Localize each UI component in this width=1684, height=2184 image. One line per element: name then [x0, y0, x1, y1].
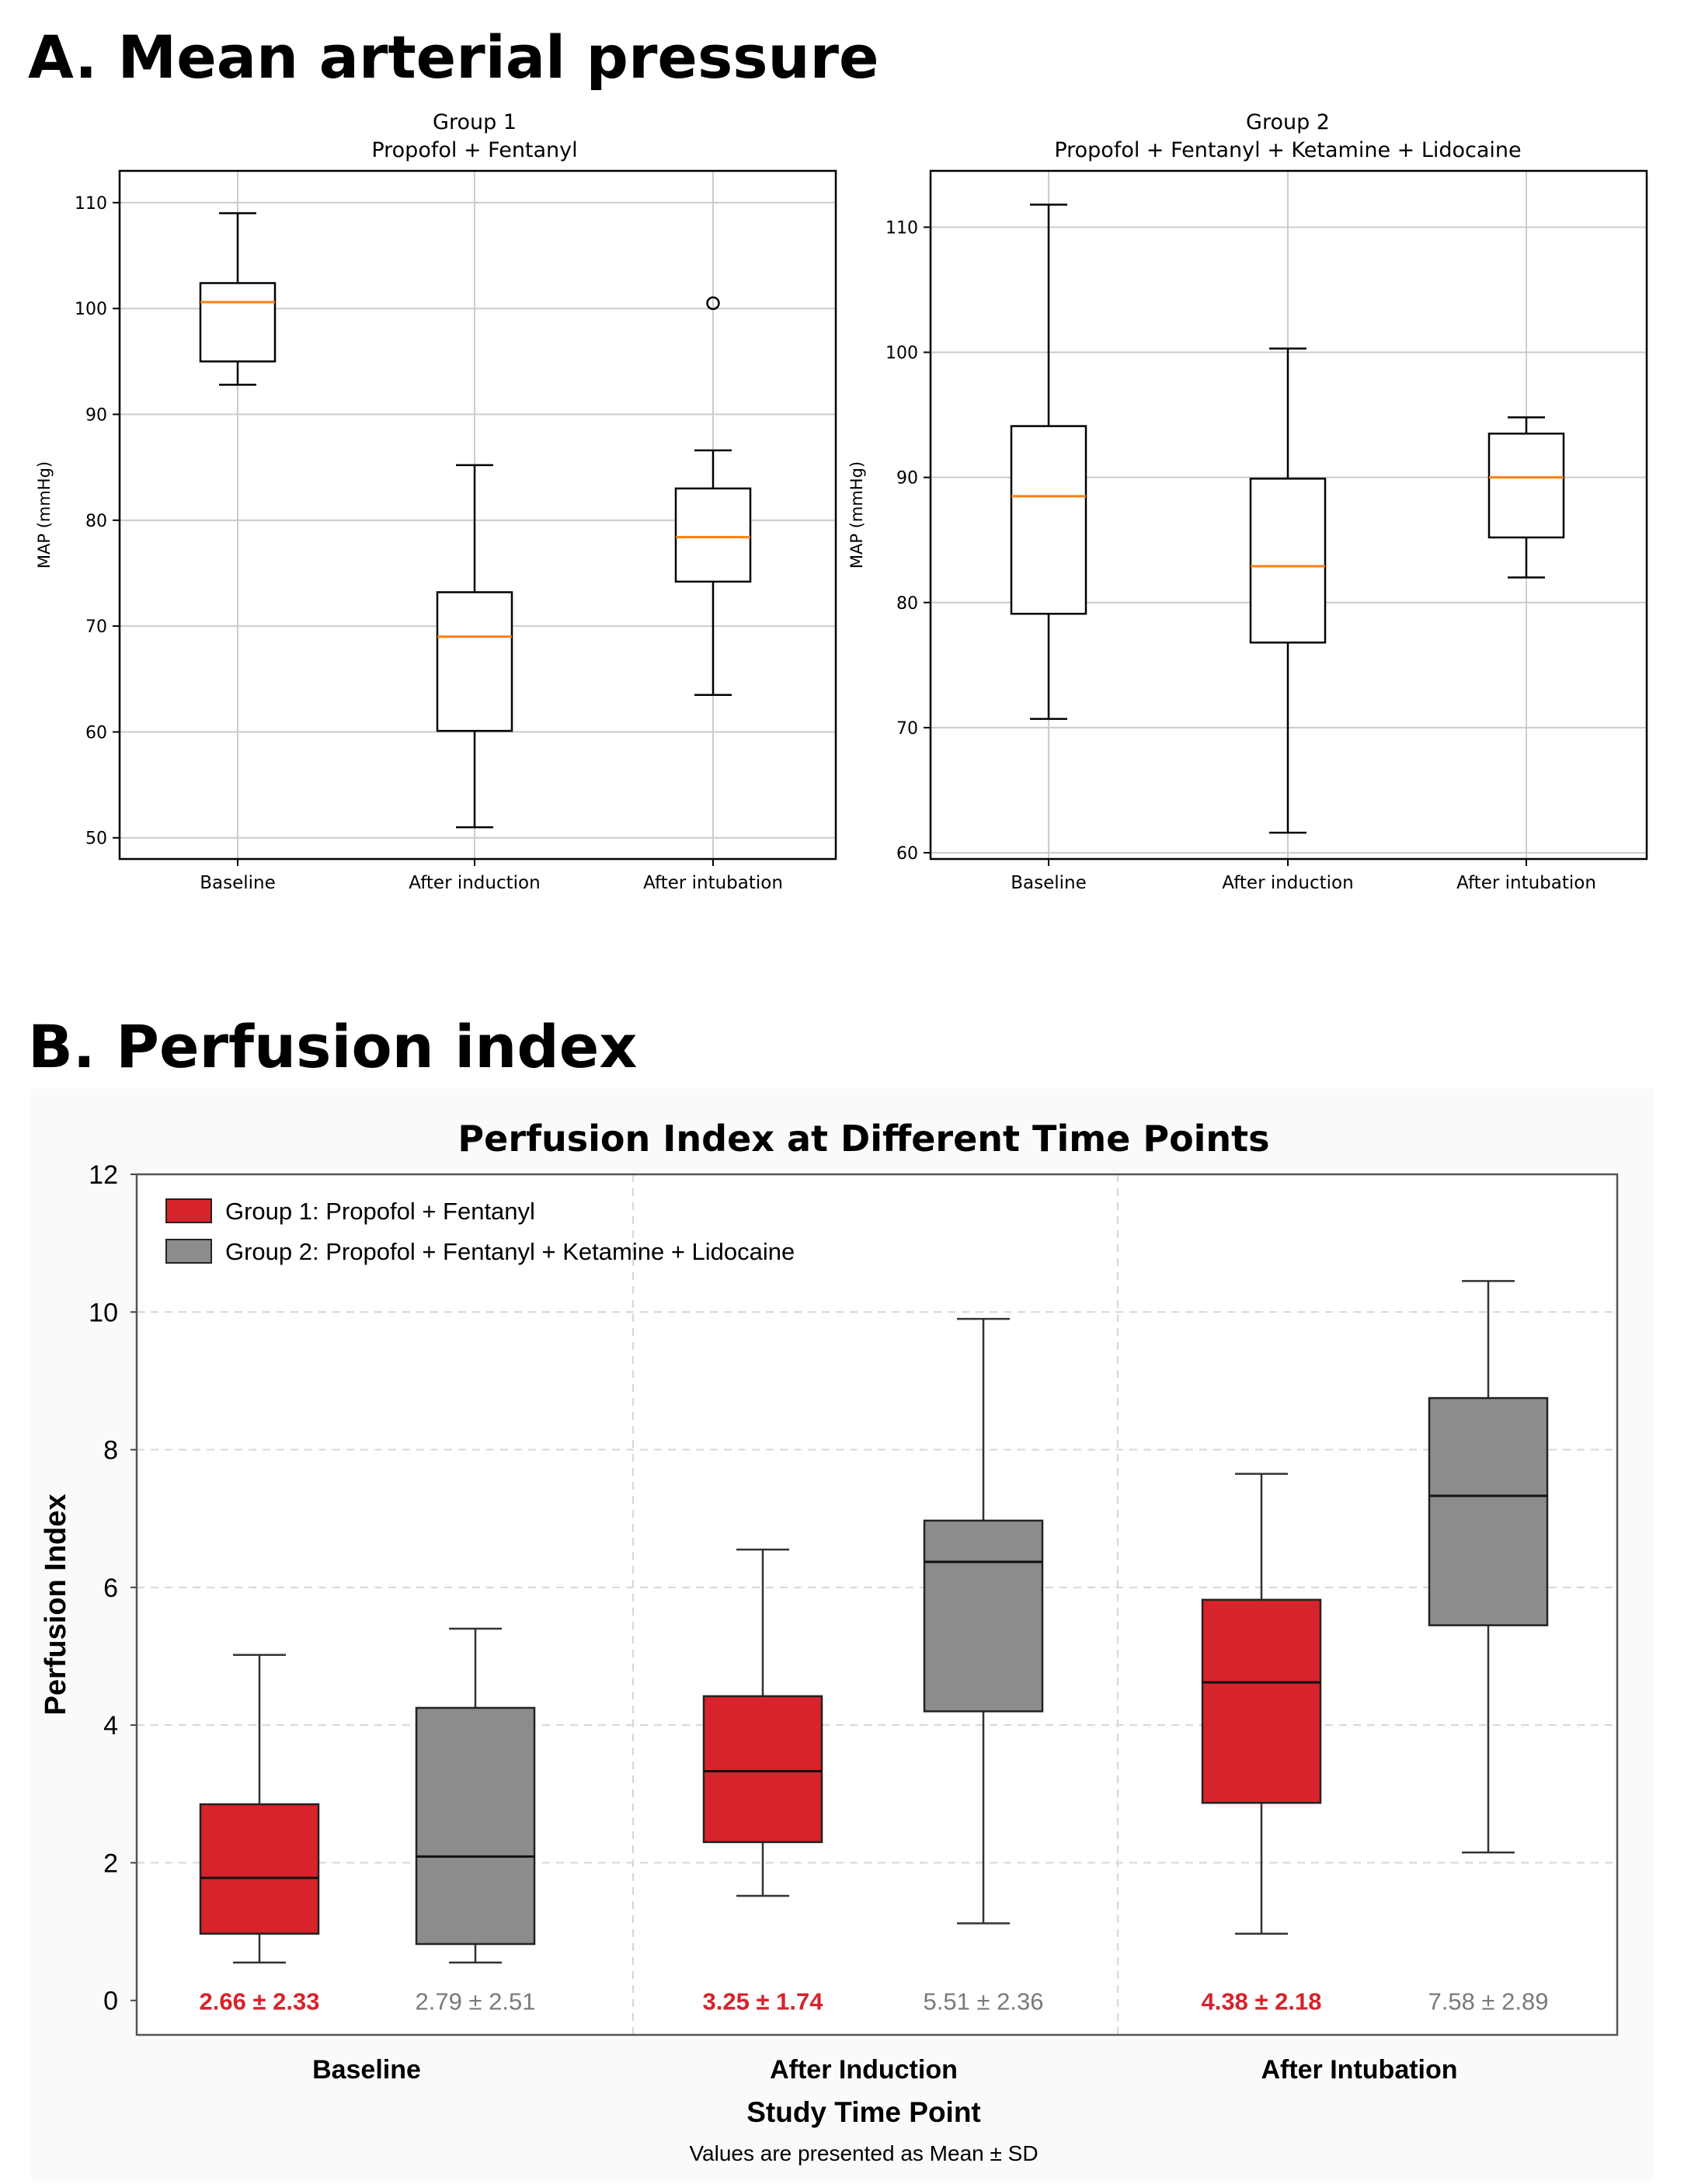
- box-2: 5.51 ± 2.36: [923, 1317, 1044, 2015]
- x-tick-label: After induction: [409, 873, 540, 893]
- x-tick-label: Baseline: [200, 873, 276, 893]
- y-tick-label: 70: [896, 719, 918, 739]
- x-tick-label: After Induction: [770, 2055, 958, 2085]
- y-tick-label: 110: [75, 194, 107, 214]
- iqr-box: [1010, 425, 1087, 615]
- chart-title-line1: Group 2: [1246, 110, 1330, 134]
- legend-label: Group 1: Propofol + Fentanyl: [225, 1198, 535, 1225]
- iqr-box: [1487, 433, 1565, 539]
- iqr-box: [674, 487, 752, 583]
- mean-sd-label: 2.66 ± 2.33: [200, 1988, 320, 2015]
- y-tick-label: 80: [896, 594, 918, 614]
- box-2: 3.25 ± 1.74: [702, 1548, 824, 2015]
- iqr-box: [415, 1706, 536, 1946]
- plot-frame: [118, 169, 837, 861]
- map-box-charts: Group 1 Propofol + Fentanyl 50 60 70 80 90 100 1…: [35, 110, 1648, 893]
- y-tick-label: 90: [85, 406, 107, 426]
- panel-a-heading: A. Mean arterial pressure: [28, 23, 879, 92]
- mean-sd-label: 4.38 ± 2.18: [1202, 1988, 1322, 2015]
- y-tick-label: 80: [85, 512, 107, 531]
- x-tick-label: After intubation: [1456, 873, 1596, 893]
- mean-sd-label: 3.25 ± 1.74: [703, 1988, 824, 2015]
- x-tick-label: Baseline: [1011, 873, 1087, 893]
- box-1: [199, 212, 277, 386]
- iqr-box: [923, 1519, 1044, 1713]
- box-3: [674, 296, 752, 696]
- box-3: 4.38 ± 2.18: [1201, 1473, 1322, 2015]
- box-3: [1487, 416, 1565, 579]
- y-tick-label: 100: [885, 344, 918, 363]
- chart-footnote: Values are presented as Mean ± SD: [689, 2141, 1038, 2165]
- mean-sd-label: 2.79 ± 2.51: [416, 1988, 536, 2015]
- y-tick-label: 10: [89, 1298, 118, 1327]
- y-tick-label: 60: [896, 844, 918, 864]
- map-chart-group-2: Group 2 Propofol + Fentanyl + Ketamine + …: [847, 110, 1648, 893]
- iqr-box: [1428, 1396, 1549, 1626]
- plot-frame: [929, 169, 1648, 861]
- y-tick-label: 12: [89, 1160, 118, 1190]
- y-tick-label: 8: [103, 1436, 118, 1466]
- legend-swatch: [165, 1239, 212, 1264]
- series-1: 2.66 ± 2.33 3.25 ± 1.74 4.38 ± 2.18: [199, 1473, 1322, 2015]
- x-axis-label: Study Time Point: [746, 2096, 981, 2128]
- y-axis-label: MAP (mmHg): [847, 461, 866, 569]
- legend-label: Group 2: Propofol + Fentanyl + Ketamine …: [225, 1238, 795, 1265]
- y-tick-label: 70: [85, 617, 107, 637]
- x-tick-label: Baseline: [312, 2055, 421, 2085]
- x-tick-label: After intubation: [643, 873, 783, 893]
- box-1: 2.66 ± 2.33: [199, 1654, 320, 2015]
- chart-title-line2: Propofol + Fentanyl: [371, 138, 577, 162]
- box-3: 7.58 ± 2.89: [1428, 1280, 1549, 2015]
- y-axis-label: Perfusion Index: [40, 1494, 72, 1715]
- iqr-box: [1249, 478, 1327, 644]
- panel-b-heading: B. Perfusion index: [28, 1012, 638, 1081]
- chart-title-line1: Group 1: [433, 110, 517, 134]
- plot-area: [137, 1174, 1617, 2035]
- series-2: 2.79 ± 2.51 5.51 ± 2.36 7.58 ± 2.89: [415, 1280, 1549, 2015]
- iqr-box: [199, 282, 277, 363]
- box-1: [1010, 203, 1087, 720]
- y-tick-label: 4: [103, 1711, 118, 1741]
- legend: Group 1: Propofol + Fentanyl Group 2: Pro…: [165, 1198, 795, 1265]
- iqr-box: [702, 1695, 823, 1844]
- iqr-box: [1201, 1598, 1322, 1804]
- y-tick-label: 0: [103, 1987, 118, 2016]
- y-tick-label: 6: [103, 1574, 118, 1603]
- y-tick-label: 50: [85, 829, 107, 849]
- y-tick-label: 60: [85, 723, 107, 742]
- plot-frame: [135, 1173, 1619, 2036]
- chart-title: Perfusion Index at Different Time Points: [458, 1118, 1269, 1160]
- box-2: [1249, 347, 1327, 834]
- x-tick-label: After induction: [1222, 873, 1353, 893]
- y-tick-label: 110: [885, 218, 918, 238]
- box-2: [436, 464, 513, 829]
- outlier-point: [706, 296, 720, 311]
- y-axis-label: MAP (mmHg): [35, 461, 54, 569]
- y-tick-label: 90: [896, 469, 918, 489]
- x-tick-label: After Intubation: [1261, 2055, 1457, 2085]
- map-chart-group-1: Group 1 Propofol + Fentanyl 50 60 70 80 90 100 1…: [35, 110, 837, 893]
- y-tick-label: 100: [75, 300, 107, 319]
- chart-title-line2: Propofol + Fentanyl + Ketamine + Lidocai…: [1054, 138, 1521, 162]
- iqr-box: [199, 1803, 320, 1935]
- iqr-box: [436, 591, 513, 732]
- legend-swatch: [165, 1198, 212, 1223]
- mean-sd-label: 7.58 ± 2.89: [1428, 1988, 1549, 2015]
- box-1: 2.79 ± 2.51: [415, 1627, 536, 2015]
- y-tick-label: 2: [103, 1848, 118, 1878]
- mean-sd-label: 5.51 ± 2.36: [924, 1988, 1044, 2015]
